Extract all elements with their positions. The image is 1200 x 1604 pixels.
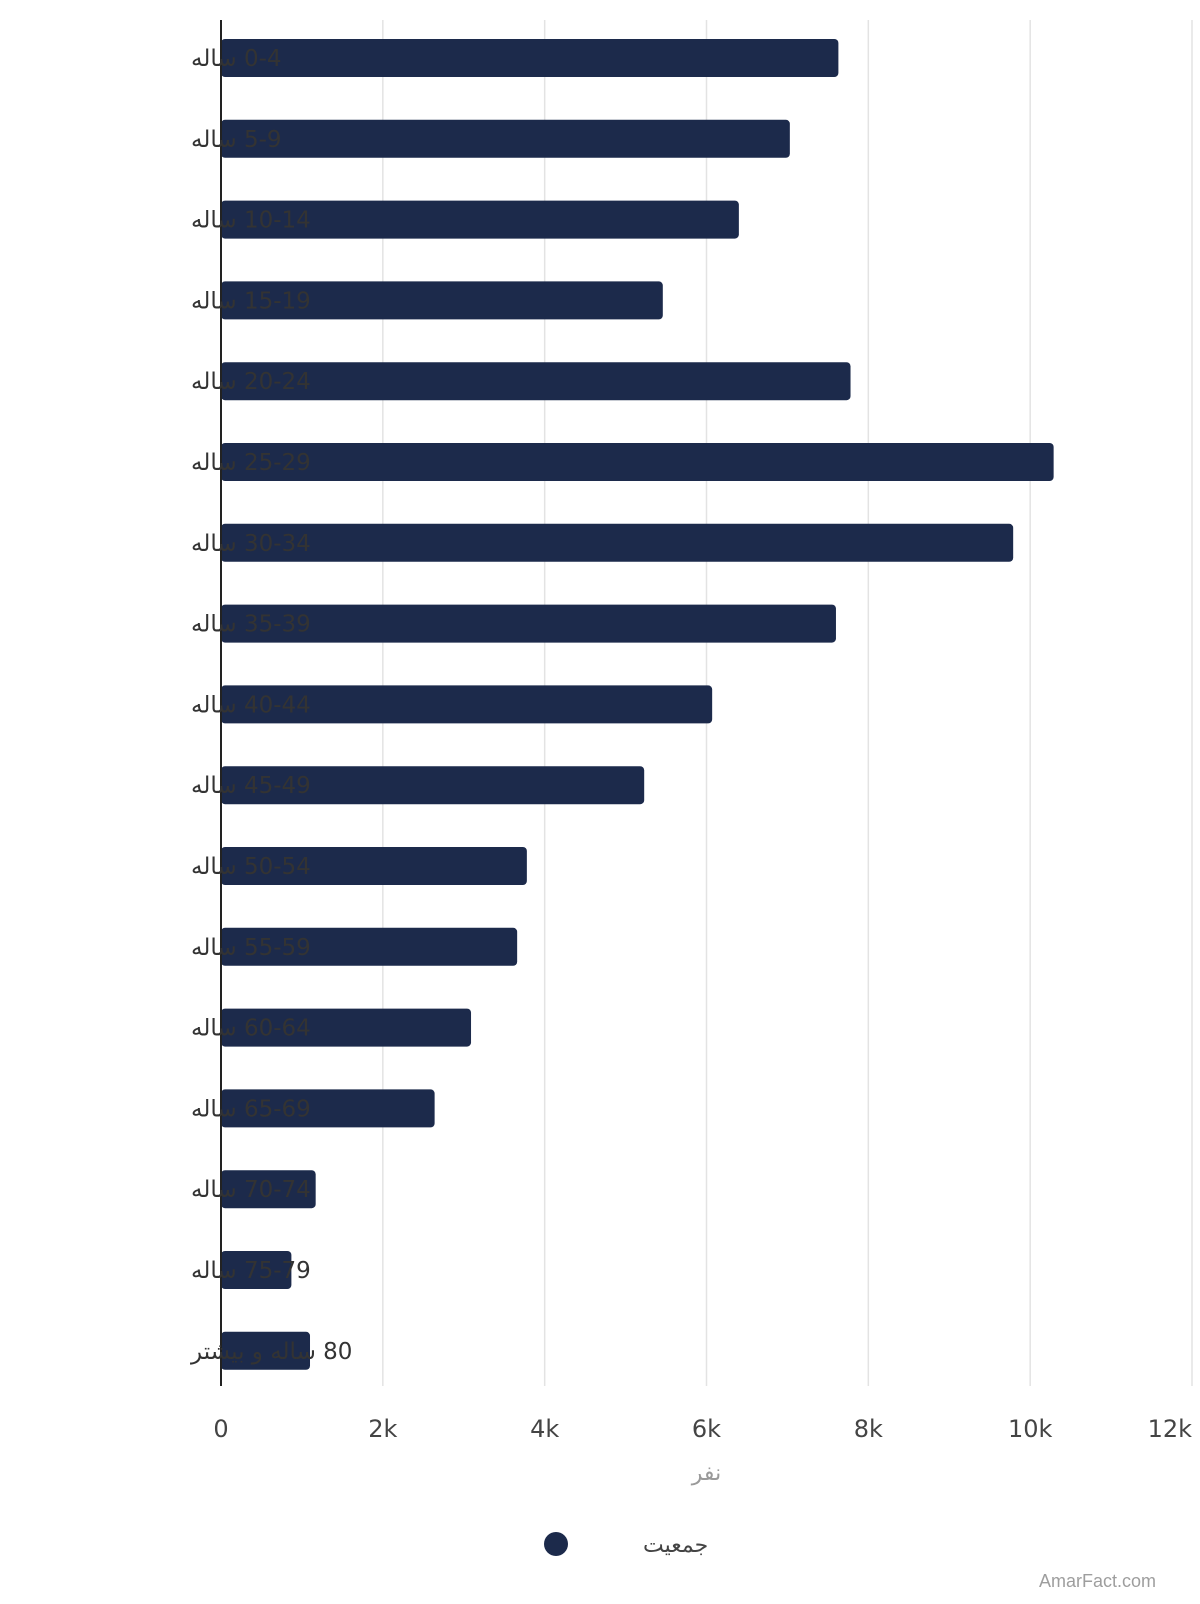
x-tick-label: 6k <box>692 1415 721 1443</box>
category-label: 5-9 ساله <box>191 127 282 153</box>
category-labels: 0-4 ساله 5-9 ساله 10-14 ساله 15-19 ساله 20-2… <box>190 46 352 1365</box>
category-label: 50-54 ساله <box>191 854 311 880</box>
x-tick-label: 0 <box>213 1415 228 1443</box>
bar[interactable] <box>221 281 663 320</box>
bar[interactable] <box>221 604 836 643</box>
category-label: 0-4 ساله <box>191 46 282 72</box>
legend-label: جمعیت <box>643 1533 708 1558</box>
bar[interactable] <box>221 200 739 239</box>
category-label: 25-29 ساله <box>191 450 311 476</box>
category-label: 10-14 ساله <box>191 208 311 234</box>
bar[interactable] <box>221 119 790 158</box>
bar[interactable] <box>221 1251 292 1289</box>
category-label: 40-44 ساله <box>191 692 311 718</box>
category-label: 55-59 ساله <box>191 935 311 961</box>
bar[interactable] <box>221 443 1054 481</box>
bar[interactable] <box>221 1331 311 1370</box>
x-tick-label: 12k <box>1148 1415 1193 1443</box>
category-label: 30-34 ساله <box>191 531 311 557</box>
bar[interactable] <box>221 39 839 77</box>
bar[interactable] <box>221 685 713 724</box>
bar[interactable] <box>221 927 518 966</box>
bar[interactable] <box>221 1089 435 1128</box>
category-label: 80 ساله و بیشتر <box>190 1339 352 1365</box>
site-credit: AmarFact.com <box>1038 1571 1156 1591</box>
x-tick-label: 4k <box>530 1415 559 1443</box>
category-label: 75-79 ساله <box>191 1258 311 1284</box>
x-axis-title: نفر <box>691 1461 721 1486</box>
category-label: 45-49 ساله <box>191 773 311 799</box>
legend[interactable]: جمعیت <box>544 1532 708 1558</box>
category-label: 35-39 ساله <box>191 612 311 638</box>
category-label: 70-74 ساله <box>191 1177 311 1203</box>
bar[interactable] <box>221 362 851 401</box>
x-tick-label: 8k <box>854 1415 883 1443</box>
category-label: 20-24 ساله <box>191 369 311 395</box>
bar[interactable] <box>221 523 1014 562</box>
bar[interactable] <box>221 766 645 805</box>
x-tick-labels: 0 2k 4k 6k 8k 10k 12k <box>213 1415 1192 1443</box>
bar[interactable] <box>221 1008 472 1047</box>
category-label: 15-19 ساله <box>191 288 311 314</box>
legend-marker <box>544 1532 568 1556</box>
bars-layer <box>221 39 1054 1370</box>
bar[interactable] <box>221 847 527 885</box>
x-tick-label: 10k <box>1008 1415 1053 1443</box>
category-label: 65-69 ساله <box>191 1096 311 1122</box>
x-tick-label: 2k <box>368 1415 397 1443</box>
bar[interactable] <box>221 1170 316 1209</box>
category-label: 60-64 ساله <box>191 1016 311 1042</box>
